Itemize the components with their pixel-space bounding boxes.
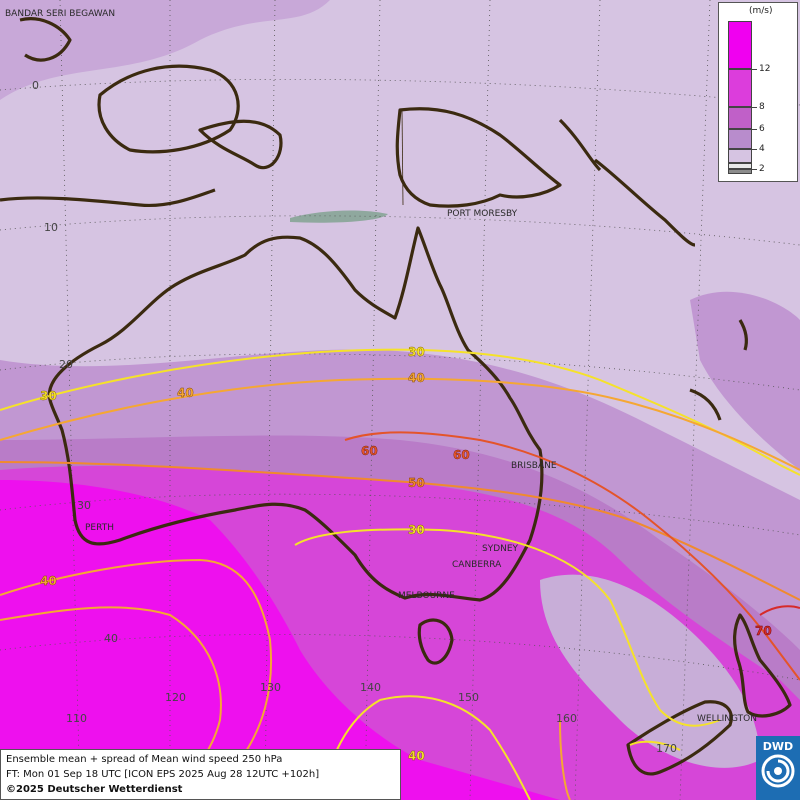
chart-description: Ensemble mean + spread of Mean wind spee… [6,754,283,765]
city-label-melbourne: MELBOURNE [398,591,455,601]
legend-swatch-4-6 [728,129,752,149]
shading-band-12-plus [0,480,560,800]
isotach-30-south [294,528,721,727]
city-label-port-moresby: PORT MORESBY [447,209,518,219]
legend-tick [752,107,757,108]
lon-label-120: 120 [165,691,186,704]
legend-tick [752,149,757,150]
swirl-icon [761,754,795,788]
copyright: ©2025 Deutscher Wetterdienst [6,784,183,795]
contour-label-30-c: 30 [408,523,425,537]
legend-tick-label-4: 4 [759,144,765,154]
city-label-brisbane: BRISBANE [511,461,557,471]
lon-label-170: 170 [656,742,677,755]
lat-label-10: 10 [44,221,58,234]
lat-label-20: 20 [59,358,73,371]
border-png [401,109,404,206]
coastlines [0,17,792,776]
contour-label-40-c: 40 [40,574,57,588]
legend-tick-label-8: 8 [759,102,765,112]
lat-label-30: 30 [77,499,91,512]
lon-label-130: 130 [260,681,281,694]
legend-tick [752,129,757,130]
legend-tick [752,69,757,70]
isotach-40-southwest [0,558,273,800]
contour-label-60-a: 60 [361,444,378,458]
lon-label-150: 150 [458,691,479,704]
isotach-40-south [319,695,531,800]
contour-label-30-b: 30 [40,389,57,403]
legend-tick-label-2: 2 [759,164,765,174]
low-spread-patch [290,210,388,223]
legend-swatch-6-8 [728,107,752,129]
city-label-canberra: CANBERRA [452,560,502,570]
city-label-sydney: SYDNEY [482,544,519,554]
legend-tick-label-6: 6 [759,124,765,134]
lat-label-40: 40 [104,632,118,645]
contour-label-60-b: 60 [453,448,470,462]
isotach-40-north [0,377,800,471]
contour-label-40-d: 40 [408,749,425,763]
contour-label-50: 50 [408,476,425,490]
shading-coral-sea [690,291,800,470]
lon-label-110: 110 [66,712,87,725]
city-label-wellington: WELLINGTON [697,714,757,724]
dwd-logo: DWD [756,736,800,800]
shading-tasman [540,574,760,768]
isotach-70 [759,605,800,616]
isotach-60 [344,431,800,681]
info-box: Ensemble mean + spread of Mean wind spee… [0,749,401,800]
legend-swatch-8-12 [728,69,752,107]
legend-tick [752,169,757,170]
contour-label-40-a: 40 [408,371,425,385]
lat-label-0: 0 [32,79,39,92]
lon-label-160: 160 [556,712,577,725]
legend-swatch-12-plus [728,21,752,69]
shading-north [0,0,330,100]
isotach-50 [0,461,800,601]
legend-swatch-min [728,169,752,174]
legend-unit: (m/s) [749,6,773,16]
logo-text: DWD [762,740,794,753]
isotach-30-tasman [629,740,681,751]
legend-swatch-0-2 [728,163,752,169]
contour-label-30-a: 30 [408,345,425,359]
legend-tick-label-12: 12 [759,64,771,74]
city-label-perth: PERTH [85,523,114,533]
isotach-30-north [0,348,800,476]
city-label-bandar: BANDAR SERI BEGAWAN [5,9,115,19]
isotach-40-east [559,719,571,800]
color-legend: (m/s) 12 8 6 4 2 [718,2,798,182]
legend-swatch-2-4 [728,149,752,163]
isotachs [0,348,800,800]
contour-label-40-b: 40 [177,386,194,400]
contour-labels: 30 30 30 40 40 40 40 50 60 60 70 [40,345,772,763]
lon-label-140: 140 [360,681,381,694]
contour-label-70: 70 [755,624,772,638]
forecast-time: FT: Mon 01 Sep 18 UTC [ICON EPS 2025 Aug… [6,769,320,780]
